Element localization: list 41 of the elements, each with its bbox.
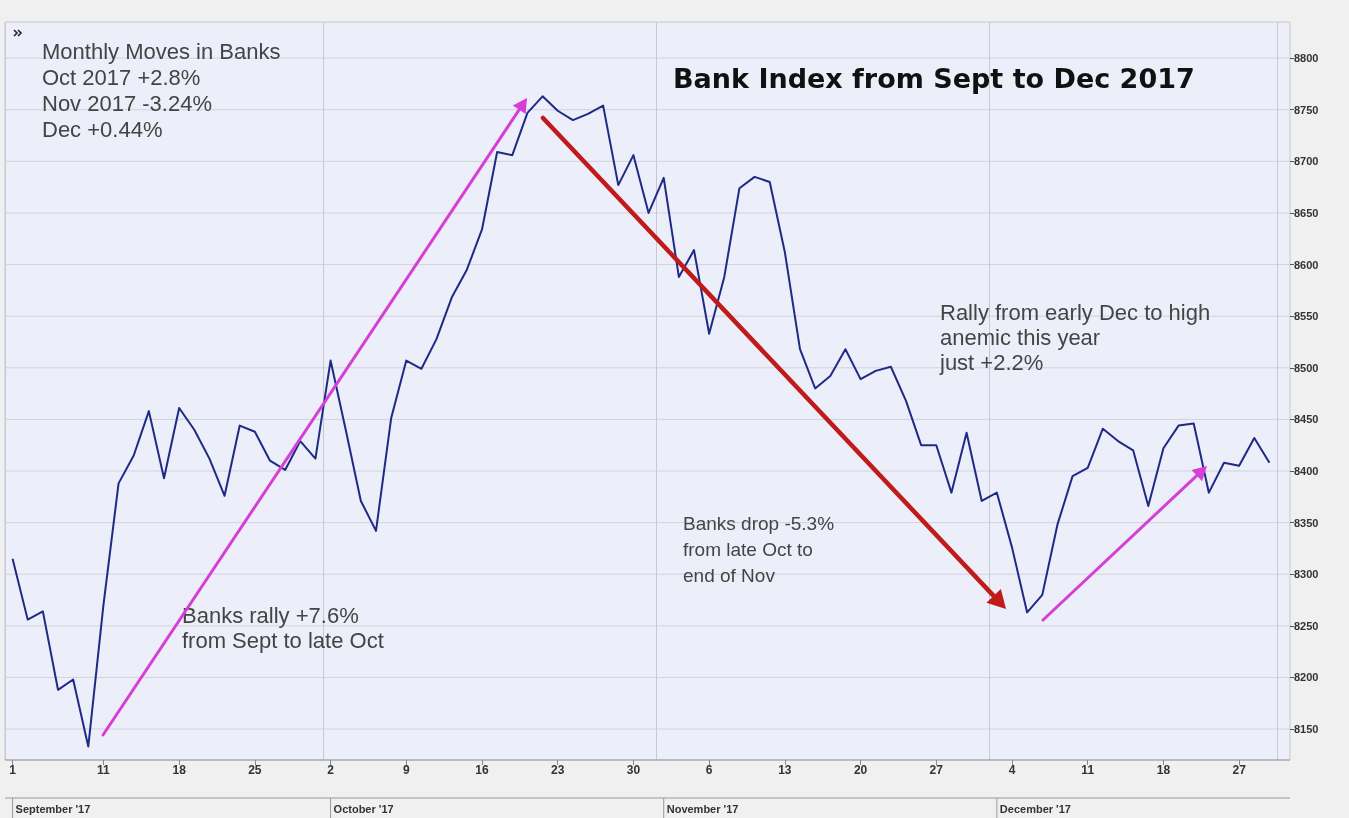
text: October '17 xyxy=(333,802,394,815)
x-tick-label: 13 xyxy=(778,763,792,777)
x-tick-label: 30 xyxy=(626,763,641,777)
x-tick-label: 2 xyxy=(327,763,335,777)
y-tick-label: 8600 xyxy=(1294,258,1319,271)
x-tick-label: 18 xyxy=(1156,763,1171,777)
y-tick-label: 8200 xyxy=(1294,671,1319,684)
y-tick-label: 8800 xyxy=(1294,52,1319,65)
text: December '17 xyxy=(999,802,1071,815)
text: Bank Index from Sept to Dec 2017 xyxy=(673,63,1195,94)
annotation: Rally from early Dec to high anemic this year just +2.2% xyxy=(939,300,1211,375)
annotation: Monthly Moves in Banks Oct 2017 +2.8% Nov 2017 -3.24% Dec +0.44% xyxy=(42,38,281,142)
x-tick-label: 1 xyxy=(9,763,17,777)
y-tick-label: 8700 xyxy=(1294,155,1319,168)
x-tick-label: 27 xyxy=(929,763,944,777)
y-tick-label: 8250 xyxy=(1294,619,1319,632)
y-tick-label: 8350 xyxy=(1294,516,1319,529)
x-tick-label: 18 xyxy=(172,763,187,777)
x-tick-label: 23 xyxy=(551,763,565,777)
x-tick-label: 6 xyxy=(705,763,713,777)
x-tick-label: 4 xyxy=(1008,763,1016,777)
line-series xyxy=(11,95,1271,748)
x-tick-label: 25 xyxy=(248,763,262,777)
y-tick-label: 8300 xyxy=(1294,568,1319,581)
y-tick-label: 8650 xyxy=(1294,206,1319,219)
y-tick-label: 8400 xyxy=(1294,464,1319,477)
text: September '17 xyxy=(15,802,91,815)
annotation: Banks drop -5.3% from late Oct to end of Nov xyxy=(683,512,835,586)
y-tick-label: 8750 xyxy=(1294,103,1319,116)
y-tick-label: 8150 xyxy=(1294,723,1319,736)
x-tick-label: 11 xyxy=(97,763,111,777)
y-tick-label: 8450 xyxy=(1294,413,1319,426)
x-tick-label: 20 xyxy=(853,763,868,777)
x-tick-label: 11 xyxy=(1081,763,1095,777)
text: November '17 xyxy=(666,802,739,815)
y-tick-label: 8500 xyxy=(1294,361,1319,374)
x-tick-label: 9 xyxy=(402,763,410,777)
x-tick-label: 27 xyxy=(1232,763,1247,777)
x-tick-label: 16 xyxy=(475,763,489,777)
y-tick-label: 8550 xyxy=(1294,310,1319,323)
annotation: Banks rally +7.6% from Sept to late Oct xyxy=(182,603,384,653)
